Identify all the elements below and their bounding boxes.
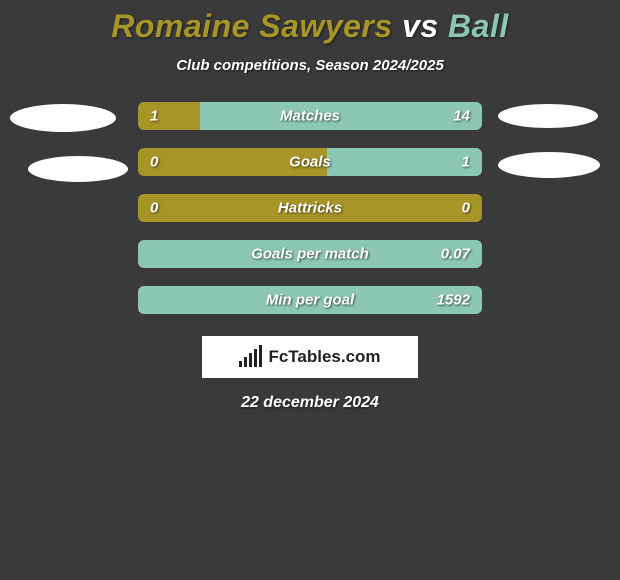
player2-name: Ball bbox=[448, 8, 509, 44]
stat-bar-row: 0 Goals 1 bbox=[138, 148, 482, 176]
stat-right-value: 0.07 bbox=[441, 246, 470, 263]
title-vs: vs bbox=[402, 8, 439, 44]
stat-left-value: 1 bbox=[150, 108, 158, 125]
stat-left-value: 0 bbox=[150, 154, 158, 171]
avatar-placeholder bbox=[498, 152, 600, 178]
stat-label: Hattricks bbox=[278, 200, 342, 217]
player1-name: Romaine Sawyers bbox=[111, 8, 392, 44]
stat-label: Min per goal bbox=[266, 292, 354, 309]
stat-bar-row: Min per goal 1592 bbox=[138, 286, 482, 314]
comparison-title: Romaine Sawyers vs Ball bbox=[111, 8, 508, 45]
left-avatar-column bbox=[10, 102, 122, 182]
stat-right-value: 14 bbox=[453, 108, 470, 125]
snapshot-date: 22 december 2024 bbox=[241, 394, 379, 412]
stat-bar-row: 0 Hattricks 0 bbox=[138, 194, 482, 222]
stat-right-value: 1 bbox=[462, 154, 470, 171]
stat-left-value: 0 bbox=[150, 200, 158, 217]
avatar-placeholder bbox=[28, 156, 128, 182]
stat-bar-row: 1 Matches 14 bbox=[138, 102, 482, 130]
avatar-placeholder bbox=[498, 104, 598, 128]
stat-label: Matches bbox=[280, 108, 340, 125]
logo-text: FcTables.com bbox=[268, 347, 380, 367]
stat-bar-row: Goals per match 0.07 bbox=[138, 240, 482, 268]
logo-bars-icon bbox=[239, 347, 262, 367]
stat-bar-right-fill bbox=[327, 148, 482, 176]
stat-label: Goals per match bbox=[251, 246, 369, 263]
stat-right-value: 0 bbox=[462, 200, 470, 217]
stats-area: 1 Matches 14 0 Goals 1 0 Hattricks 0 Goals per ma… bbox=[0, 102, 620, 314]
fctables-logo[interactable]: FcTables.com bbox=[202, 336, 418, 378]
stat-bar-right-fill bbox=[200, 102, 482, 130]
stat-label: Goals bbox=[289, 154, 331, 171]
subtitle: Club competitions, Season 2024/2025 bbox=[176, 57, 444, 74]
avatar-placeholder bbox=[10, 104, 116, 132]
right-avatar-column bbox=[498, 102, 610, 178]
stat-right-value: 1592 bbox=[437, 292, 470, 309]
stat-bars: 1 Matches 14 0 Goals 1 0 Hattricks 0 Goals per ma… bbox=[138, 102, 482, 314]
